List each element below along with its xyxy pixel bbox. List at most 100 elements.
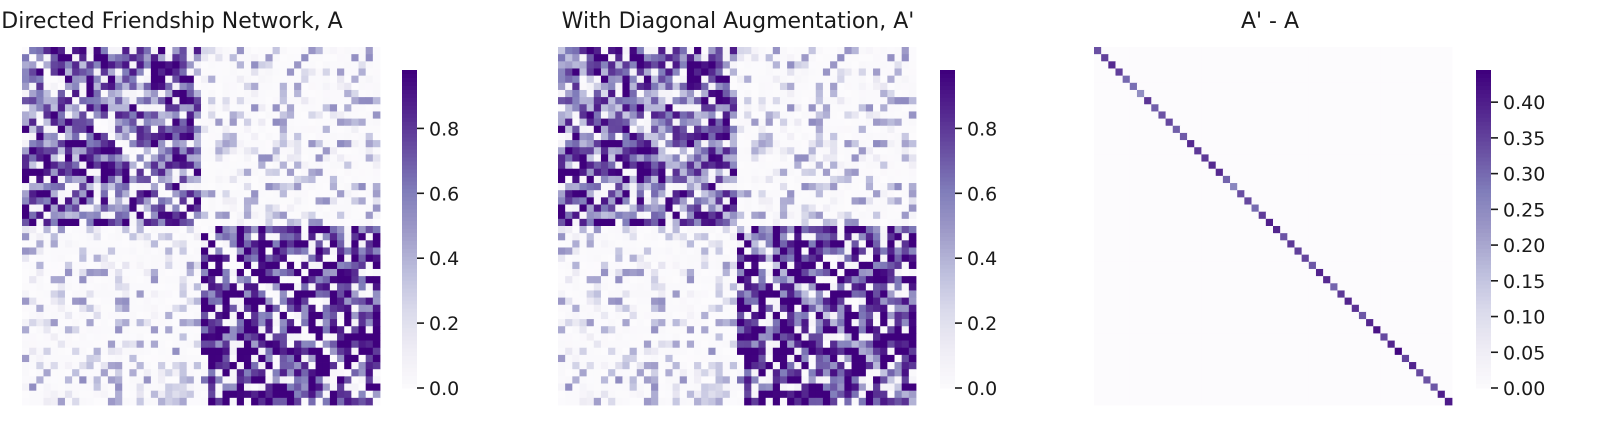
heatmap-cell: [236, 319, 245, 327]
heatmap-cell: [715, 362, 724, 370]
heatmap-cell: [787, 168, 795, 177]
heatmap-cell: [751, 326, 759, 334]
heatmap-cell: [172, 47, 180, 55]
heatmap-cell: [265, 89, 273, 98]
heatmap-cell: [586, 75, 595, 84]
heatmap-cell: [622, 125, 630, 134]
heatmap-cell: [880, 132, 888, 141]
heatmap-cell: [708, 89, 716, 98]
heatmap-cell: [558, 190, 566, 198]
heatmap-cell: [29, 333, 37, 341]
heatmap-cell: [308, 190, 316, 198]
heatmap-cell: [808, 190, 817, 198]
heatmap-cell: [358, 383, 367, 392]
heatmap-cell: [794, 347, 802, 356]
heatmap-cell: [365, 376, 374, 384]
heatmap-cell: [251, 54, 259, 62]
heatmap-cell: [358, 211, 367, 220]
heatmap-cell: [64, 218, 73, 227]
colorbar-segment: [402, 300, 417, 306]
heatmap-cell: [643, 89, 652, 98]
heatmap-cell: [579, 47, 588, 55]
heatmap-cell: [115, 183, 123, 191]
heatmap-cell: [43, 261, 52, 270]
heatmap-cell: [22, 383, 30, 392]
heatmap-cell: [901, 311, 910, 320]
heatmap-cell: [50, 75, 59, 84]
heatmap-cell: [258, 397, 266, 406]
heatmap-cell: [222, 104, 231, 112]
heatmap-cell: [372, 125, 381, 134]
heatmap-cell: [622, 168, 630, 177]
heatmap-cell: [236, 175, 245, 184]
heatmap-cell: [172, 61, 180, 69]
heatmap-cell: [579, 147, 588, 155]
heatmap-cell: [665, 147, 673, 155]
heatmap-cell: [758, 290, 767, 298]
heatmap-cell: [665, 354, 673, 363]
heatmap-cell: [315, 226, 324, 234]
heatmap-cell: [179, 161, 188, 170]
heatmap-cell: [64, 82, 73, 91]
heatmap-cell: [858, 376, 867, 384]
heatmap-cell: [665, 54, 673, 62]
heatmap-cell: [365, 190, 374, 198]
heatmap-cell: [772, 218, 781, 227]
heatmap-cell: [908, 297, 917, 306]
heatmap-cell: [658, 340, 666, 349]
colorbar-segment: [402, 157, 417, 162]
heatmap-cell: [50, 362, 59, 370]
heatmap-cell: [358, 111, 367, 119]
heatmap-cell: [122, 297, 130, 306]
heatmap-cell: [272, 369, 281, 377]
heatmap-cell: [894, 268, 903, 277]
heatmap-cell: [36, 82, 44, 91]
heatmap-cell: [808, 82, 817, 91]
heatmap-cell: [129, 319, 137, 327]
heatmap-cell: [894, 197, 903, 205]
heatmap-cell: [794, 376, 802, 384]
heatmap-cell: [150, 254, 159, 263]
heatmap-cell: [844, 283, 852, 291]
heatmap-cell: [358, 168, 367, 177]
heatmap-cell: [808, 304, 817, 313]
heatmap-cell: [622, 140, 630, 148]
heatmap-cell: [93, 54, 102, 62]
heatmap-cell: [787, 68, 795, 77]
heatmap-cell: [243, 233, 252, 241]
heatmap-cell: [372, 354, 381, 363]
heatmap-cell: [701, 304, 709, 313]
heatmap-cell: [215, 383, 223, 392]
heatmap-cell: [79, 390, 87, 399]
heatmap-cell: [894, 319, 903, 327]
heatmap-cell: [258, 333, 266, 341]
heatmap-cell: [165, 276, 173, 284]
heatmap-cell: [315, 168, 324, 177]
heatmap-cell: [358, 132, 367, 141]
heatmap-cell: [651, 89, 659, 98]
heatmap-cell: [86, 311, 94, 320]
heatmap-cell: [643, 226, 652, 234]
heatmap-cell: [158, 297, 166, 306]
heatmap-cell: [272, 311, 281, 320]
heatmap-cell: [615, 147, 623, 155]
heatmap-cell: [779, 319, 788, 327]
heatmap-cell: [208, 68, 216, 77]
heatmap-cell: [43, 369, 52, 377]
heatmap-cell: [86, 254, 94, 263]
heatmap-cell: [93, 326, 102, 334]
heatmap-cell: [851, 183, 860, 191]
heatmap-cell: [822, 154, 831, 162]
heatmap-cell: [100, 175, 109, 184]
heatmap-cell: [258, 254, 266, 263]
heatmap-cell: [86, 82, 94, 91]
heatmap-cell: [908, 104, 917, 112]
heatmap-cell: [686, 304, 695, 313]
heatmap-cell: [308, 111, 316, 119]
heatmap-cell: [193, 268, 202, 277]
heatmap-cell: [36, 175, 44, 184]
heatmap-cell: [43, 211, 52, 220]
heatmap-cell: [686, 75, 695, 84]
heatmap-cell: [301, 197, 309, 205]
heatmap-cell: [179, 276, 188, 284]
